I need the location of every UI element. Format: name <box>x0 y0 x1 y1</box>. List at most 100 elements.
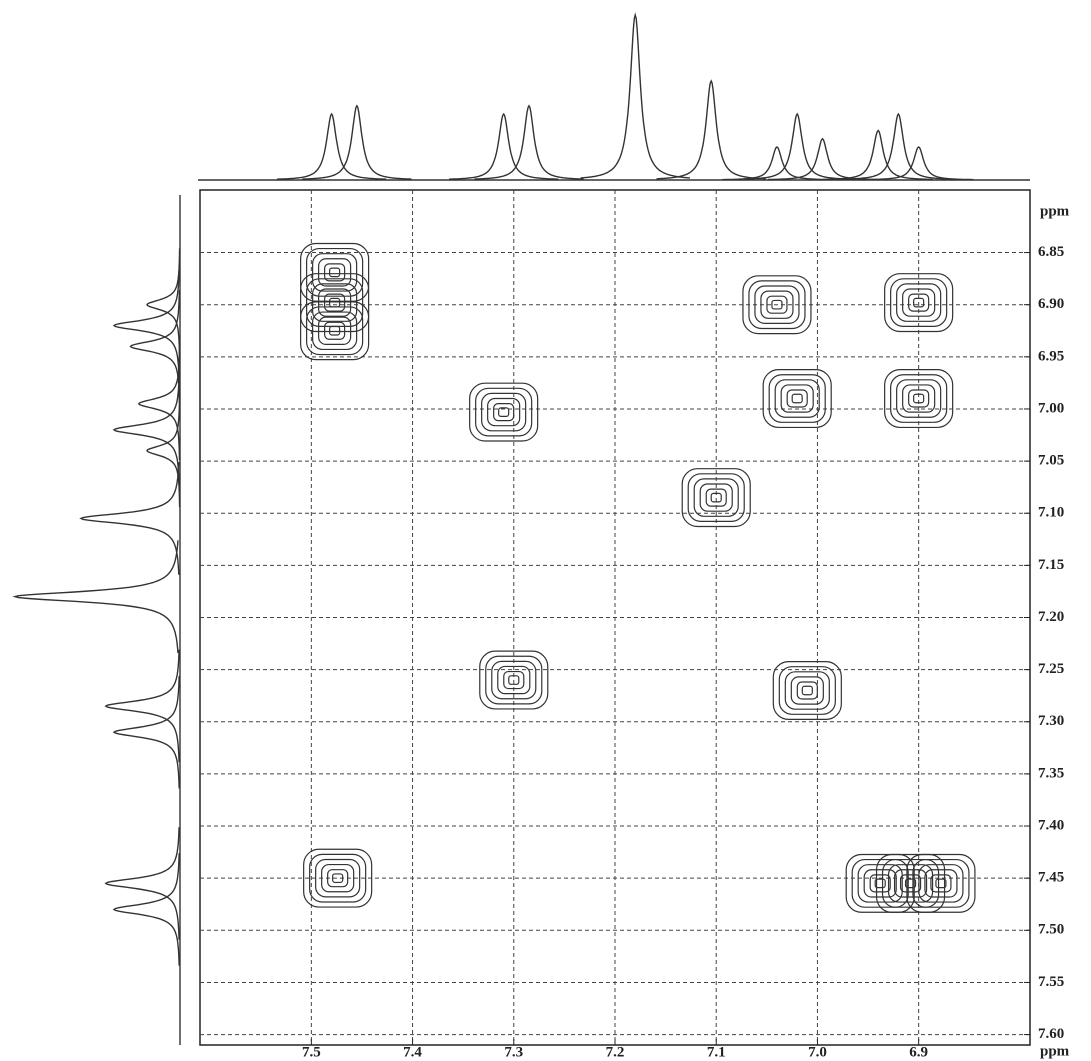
contour-ring <box>312 253 358 292</box>
cross-peak <box>875 853 946 913</box>
contour-ring <box>327 869 349 888</box>
left-projection-peak <box>12 540 179 654</box>
top-projection-peak <box>742 112 852 180</box>
contour-ring <box>699 483 733 512</box>
left-projection-peak <box>104 827 180 940</box>
contour-ring <box>318 258 352 287</box>
contour-ring <box>801 685 813 696</box>
contour-ring <box>790 676 824 705</box>
left-projection-peak <box>104 649 180 763</box>
contour-ring <box>863 869 897 898</box>
contour-ring <box>498 407 510 417</box>
x-tick-label: 7.0 <box>808 1044 827 1060</box>
contour-ring <box>481 392 527 432</box>
contour-ring <box>778 666 836 715</box>
y-tick-label: 7.20 <box>1038 609 1064 625</box>
contour-ring <box>324 263 346 282</box>
y-tick-label: 7.60 <box>1038 1026 1064 1042</box>
y-tick-label: 7.05 <box>1038 453 1064 469</box>
left-projection-peak <box>112 853 180 966</box>
y-tick-label: 7.10 <box>1038 505 1064 521</box>
contour-ring <box>786 389 808 408</box>
contour-ring <box>935 878 947 889</box>
x-tick-label: 7.4 <box>403 1044 422 1060</box>
contour-ring <box>896 283 942 322</box>
contour-ring <box>762 369 832 429</box>
contour-ring <box>780 384 814 413</box>
contour-ring <box>318 288 352 317</box>
contour-ring <box>857 864 903 903</box>
contour-ring <box>487 397 521 427</box>
contour-ring <box>890 278 948 328</box>
contour-ring <box>318 316 352 345</box>
top-projection-peak <box>722 146 832 181</box>
contour-ring <box>681 468 751 528</box>
x-tick-label: 7.3 <box>504 1044 523 1060</box>
top-projection-peak <box>474 104 584 180</box>
top-projection-peak <box>823 129 933 181</box>
contour-ring <box>930 874 952 893</box>
contour-ring <box>312 311 358 351</box>
contour-ring <box>902 384 936 413</box>
top-projection-peak <box>302 104 412 180</box>
contour-ring <box>475 387 533 437</box>
cross-peak <box>300 301 370 361</box>
y-tick-label: 6.90 <box>1038 296 1064 312</box>
contour-ring <box>315 858 361 898</box>
contour-ring <box>508 675 520 685</box>
contour-ring <box>306 306 364 356</box>
y-tick-label: 7.30 <box>1038 713 1064 729</box>
contour-ring <box>771 299 783 310</box>
x-tick-label: 7.1 <box>707 1044 726 1060</box>
contour-ring <box>687 473 745 522</box>
y-tick-label: 7.40 <box>1038 817 1064 833</box>
x-tick-label: 7.2 <box>606 1044 625 1060</box>
y-tick-label: 6.85 <box>1038 244 1064 260</box>
contour-ring <box>491 660 537 700</box>
contour-ring <box>742 275 812 335</box>
contour-ring <box>705 488 727 507</box>
contour-ring <box>918 864 964 903</box>
contour-ring <box>906 853 976 913</box>
contour-ring <box>884 369 954 429</box>
contour-ring <box>881 858 940 908</box>
cross-peak <box>681 468 751 528</box>
contour-ring <box>760 290 794 319</box>
contour-ring <box>324 321 346 340</box>
y-tick-label: 7.45 <box>1038 870 1064 886</box>
contour-ring <box>332 873 344 884</box>
contour-ring <box>902 288 936 317</box>
cross-peak <box>906 853 976 913</box>
top-projection-peak <box>656 79 766 180</box>
contour-ring <box>503 670 525 690</box>
cross-peak <box>303 848 373 908</box>
contour-ring <box>693 478 739 517</box>
contour-ring <box>887 864 934 903</box>
cross-peak <box>884 369 954 429</box>
contour-ring <box>300 273 370 333</box>
contour-ring <box>497 665 531 695</box>
contour-ring <box>768 374 826 423</box>
top-projection-peak <box>580 12 690 179</box>
contour-ring <box>908 293 930 312</box>
cross-peak <box>772 660 842 720</box>
contour-ring <box>784 671 830 710</box>
cross-peak <box>845 853 915 913</box>
top-projection-peak <box>449 112 559 180</box>
x-tick-label: 7.5 <box>302 1044 321 1060</box>
contour-ring <box>908 389 930 408</box>
contour-ring <box>479 650 549 710</box>
y-tick-label: 7.50 <box>1038 922 1064 938</box>
contour-ring <box>851 858 909 908</box>
contour-ring <box>321 863 355 893</box>
contour-ring <box>309 853 367 903</box>
contour-ring <box>912 858 970 908</box>
y-tick-label: 7.25 <box>1038 661 1064 677</box>
contour-ring <box>899 874 922 893</box>
y-tick-label: 6.95 <box>1038 348 1064 364</box>
x-axis-label: ppm <box>1040 1043 1070 1059</box>
contour-ring <box>772 660 842 720</box>
left-projection-peak <box>112 373 180 487</box>
contour-ring <box>884 273 954 333</box>
